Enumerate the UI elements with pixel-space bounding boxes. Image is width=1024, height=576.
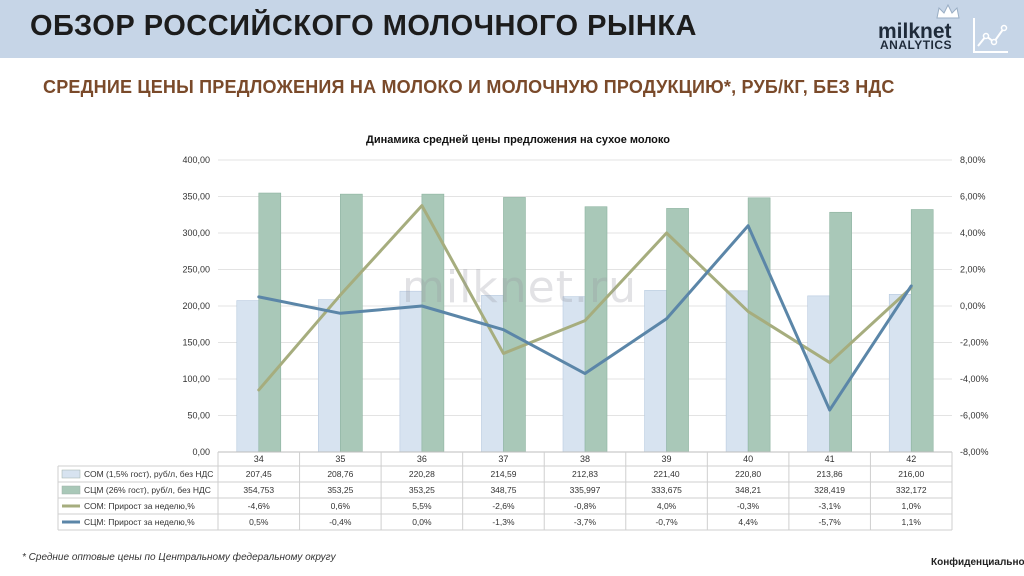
watermark-text: milknet.ru	[402, 262, 637, 313]
y-right-tick-label: 2,00%	[960, 265, 986, 275]
bar-som	[888, 294, 912, 453]
x-tick-label: 37	[498, 454, 508, 464]
y-left-tick-label: 200,00	[182, 301, 210, 311]
data-label: 353,25	[409, 485, 435, 495]
data-label: 207,45	[246, 469, 272, 479]
y-left-tick-label: 100,00	[182, 374, 210, 384]
chart-title: Динамика средней цены предложения на сух…	[366, 134, 670, 146]
bar-som	[562, 296, 586, 453]
bar-som	[318, 299, 341, 453]
y-right-tick-label: 4,00%	[960, 228, 986, 238]
data-label: 335,997	[570, 485, 601, 495]
footnote: * Средние оптовые цены по Центральному ф…	[22, 552, 336, 563]
bar-scm	[503, 197, 526, 453]
crown-icon	[936, 3, 960, 19]
data-label: 208,76	[327, 469, 353, 479]
bar-scm	[258, 192, 282, 453]
data-label: 1,0%	[902, 501, 922, 511]
data-label: 221,40	[654, 469, 680, 479]
data-label: 220,80	[735, 469, 761, 479]
x-tick-label: 42	[906, 454, 916, 464]
header-bar: ОБЗОР РОССИЙСКОГО МОЛОЧНОГО РЫНКА milkne…	[0, 0, 1024, 58]
bar-som	[399, 290, 423, 453]
data-label: -5,7%	[819, 517, 842, 527]
data-label: -3,1%	[819, 501, 842, 511]
data-label: 348,75	[490, 485, 516, 495]
bar-som	[644, 290, 667, 453]
y-right-tick-label: 6,00%	[960, 192, 986, 202]
bar-som	[807, 295, 830, 453]
data-label: 0,0%	[412, 517, 432, 527]
y-left-tick-label: 250,00	[182, 265, 210, 275]
y-left-tick-label: 350,00	[182, 192, 210, 202]
y-right-tick-label: 8,00%	[960, 155, 986, 165]
data-label: 328,419	[814, 485, 845, 495]
y-right-tick-label: -2,00%	[960, 338, 989, 348]
y-left-tick-label: 50,00	[187, 411, 210, 421]
bar-scm	[584, 206, 608, 453]
y-left-tick-label: 0,00	[192, 447, 210, 457]
data-label: -0,7%	[655, 517, 678, 527]
legend-swatch	[61, 469, 81, 479]
chart-icon	[973, 18, 1008, 53]
legend-entry: СОМ (1,5% гост), руб/л, без НДС	[84, 469, 213, 479]
bar-scm	[829, 211, 852, 453]
data-label: 333,675	[651, 485, 682, 495]
x-tick-label: 41	[825, 454, 835, 464]
y-right-tick-label: -6,00%	[960, 411, 989, 421]
x-tick-label: 39	[662, 454, 672, 464]
data-label: -0,4%	[329, 517, 352, 527]
data-label: 212,83	[572, 469, 598, 479]
data-label: 354,753	[243, 485, 274, 495]
data-label: 220,28	[409, 469, 435, 479]
milknet-logo: milknet ANALYTICS	[878, 2, 1018, 56]
data-label: 0,5%	[249, 517, 269, 527]
data-label: 348,21	[735, 485, 761, 495]
price-chart: Динамика средней цены предложения на сух…	[57, 134, 989, 531]
data-label: -2,6%	[492, 501, 515, 511]
x-tick-label: 38	[580, 454, 590, 464]
data-label: 1,1%	[902, 517, 922, 527]
data-label: 5,5%	[412, 501, 432, 511]
logo-text-milknet: milknet	[878, 20, 952, 43]
y-left-tick-label: 300,00	[182, 228, 210, 238]
x-tick-label: 34	[254, 454, 264, 464]
data-label: -1,3%	[492, 517, 515, 527]
data-label: 4,0%	[657, 501, 677, 511]
data-label: 0,6%	[331, 501, 351, 511]
x-tick-label: 35	[335, 454, 345, 464]
y-left-tick-label: 400,00	[182, 155, 210, 165]
data-label: 332,172	[896, 485, 927, 495]
y-right-tick-label: -8,00%	[960, 447, 989, 457]
data-label: -0,8%	[574, 501, 597, 511]
page-title: ОБЗОР РОССИЙСКОГО МОЛОЧНОГО РЫНКА	[30, 10, 697, 42]
data-label: -4,6%	[248, 501, 271, 511]
data-label: -0,3%	[737, 501, 760, 511]
y-right-tick-label: 0,00%	[960, 301, 986, 311]
bar-scm	[340, 193, 363, 453]
line-scm-growth	[257, 224, 913, 412]
data-label: 353,25	[327, 485, 353, 495]
bar-scm	[421, 193, 445, 453]
bar-som	[725, 290, 749, 453]
x-tick-label: 40	[743, 454, 753, 464]
y-left-tick-label: 150,00	[182, 338, 210, 348]
legend-swatch	[61, 485, 81, 495]
data-label: -3,7%	[574, 517, 597, 527]
bar-som	[236, 300, 260, 453]
slide-subtitle: СРЕДНИЕ ЦЕНЫ ПРЕДЛОЖЕНИЯ НА МОЛОКО И МОЛ…	[43, 77, 895, 97]
logo-text-analytics: ANALYTICS	[880, 38, 953, 52]
bar-scm	[910, 209, 934, 453]
y-right-tick-label: -4,00%	[960, 374, 989, 384]
confidential-label: Конфиденциально	[931, 557, 1024, 568]
legend-entry: СОМ: Прирост за неделю,%	[84, 501, 195, 511]
data-label: 4,4%	[738, 517, 758, 527]
legend-entry: СЦМ (26% гост), руб/л, без НДС	[84, 485, 211, 495]
data-label: 213,86	[817, 469, 843, 479]
data-label: 214,59	[490, 469, 516, 479]
legend-entry: СЦМ: Прирост за неделю,%	[84, 517, 195, 527]
x-tick-label: 36	[417, 454, 427, 464]
data-label: 216,00	[898, 469, 924, 479]
